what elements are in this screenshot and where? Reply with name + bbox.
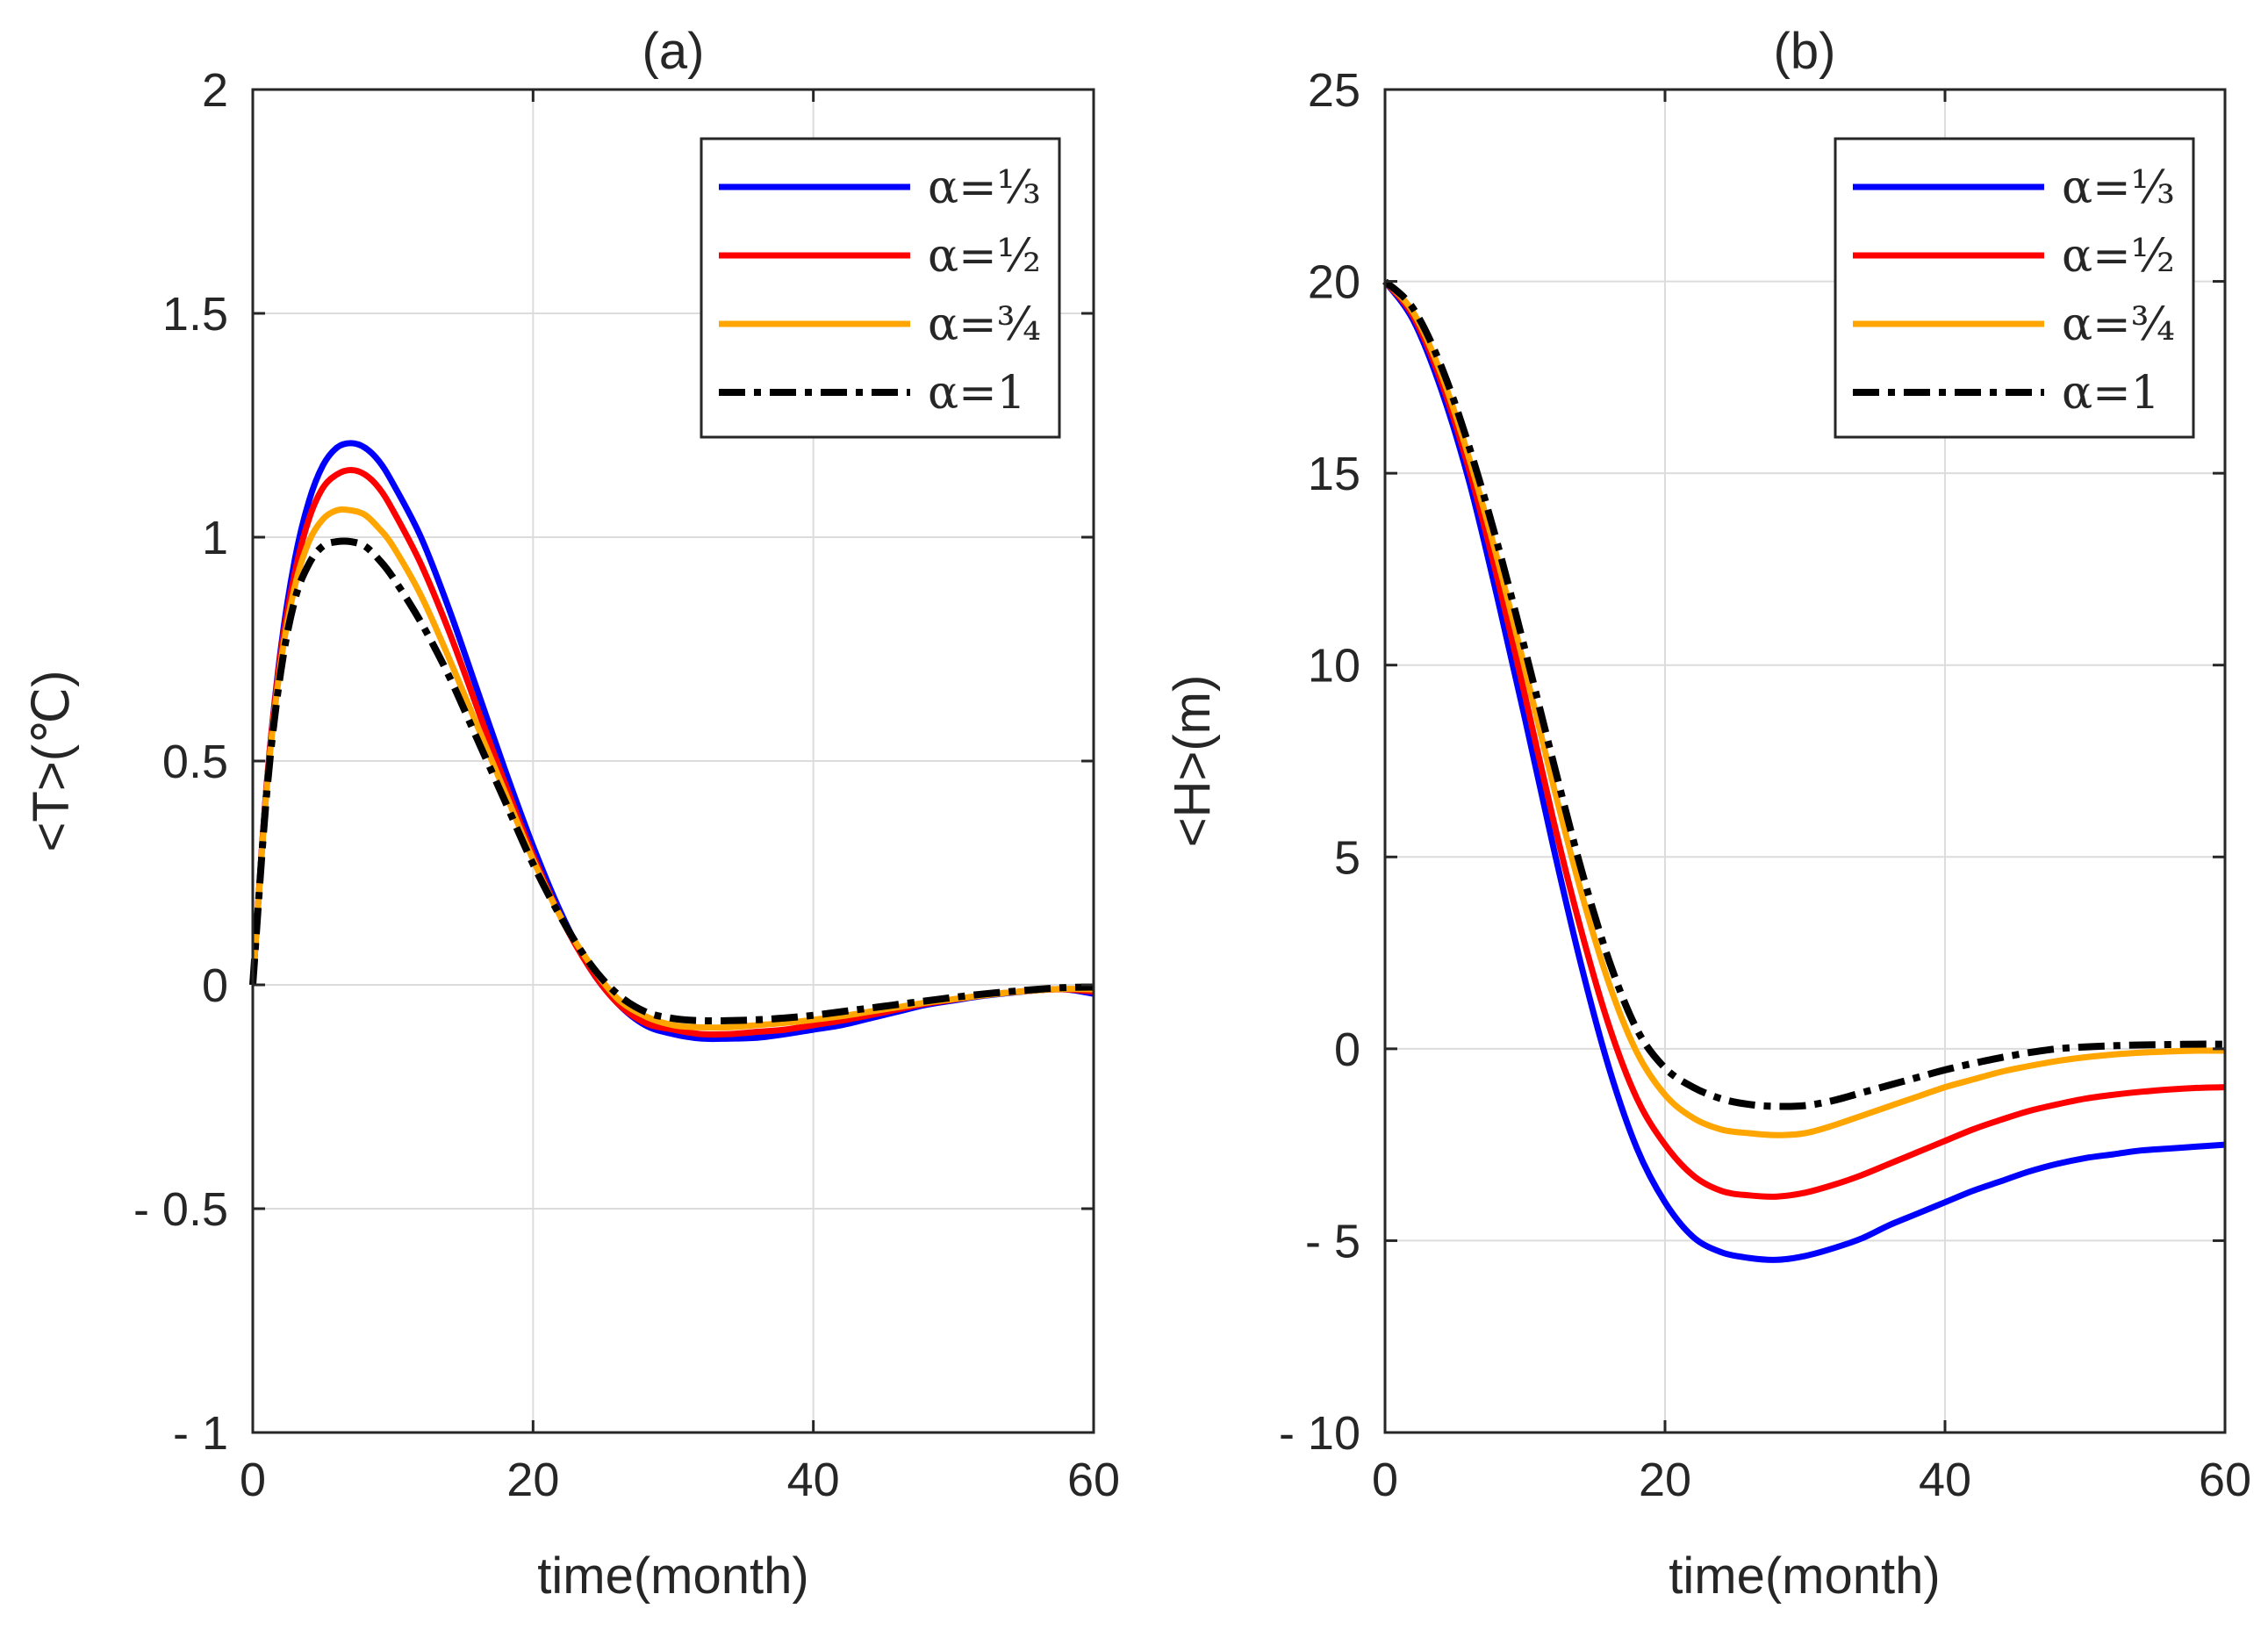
y-tick-label: 15 xyxy=(1308,448,1360,500)
series-line-2 xyxy=(1382,279,2226,1200)
y-tick-label: 1 xyxy=(202,512,228,564)
y-tick-label: - 1 xyxy=(173,1407,228,1460)
axes-box-b xyxy=(1383,88,2227,1434)
legend-label-1: α=⅓ xyxy=(2062,162,2175,214)
chart-title-b: (b) xyxy=(1774,23,1836,80)
legend-label-3: α=¾ xyxy=(928,298,1041,351)
x-tick-label: 60 xyxy=(1067,1454,1120,1506)
y-tick-label: 0 xyxy=(1334,1023,1360,1076)
legend-label-2: α=½ xyxy=(2062,230,2175,283)
y-ticks-b: - 10 - 5 0 5 10 15 20 25 xyxy=(1279,64,2225,1460)
legend-a: α=⅓ α=½ α=¾ α=1 xyxy=(700,137,1061,439)
panel-a: - 1 - 0.5 0 0.5 1 1.5 2 0 20 40 60 (a) time(month… xyxy=(23,23,1120,1605)
series-line-3 xyxy=(1382,279,2226,1138)
x-tick-label: 60 xyxy=(2199,1454,2251,1506)
y-tick-label: - 0.5 xyxy=(133,1183,228,1236)
legend-label-2: α=½ xyxy=(928,230,1041,283)
x-tick-label: 40 xyxy=(1919,1454,1971,1506)
legend-label-3: α=¾ xyxy=(2062,298,2175,351)
series-lines-a xyxy=(249,440,1095,1043)
x-tick-label: 20 xyxy=(1639,1454,1691,1506)
y-tick-label: 2 xyxy=(202,64,228,117)
panel-b: - 10 - 5 0 5 10 15 20 25 0 20 40 60 (b) time(month… xyxy=(1164,23,2251,1605)
legend-b: α=⅓ α=½ α=¾ α=1 xyxy=(1834,137,2195,439)
x-tick-label: 40 xyxy=(787,1454,840,1506)
y-tick-label: - 10 xyxy=(1279,1407,1360,1460)
legend-label-1: α=⅓ xyxy=(928,162,1041,214)
series-line-1 xyxy=(1382,279,2226,1263)
y-ticks-a: - 1 - 0.5 0 0.5 1 1.5 2 xyxy=(133,64,1094,1460)
x-tick-label: 20 xyxy=(506,1454,559,1506)
x-ticks-a: 0 20 40 60 xyxy=(240,90,1120,1506)
y-axis-label-b: <H>(m) xyxy=(1164,675,1221,848)
x-axis-label-a: time(month) xyxy=(537,1547,808,1605)
y-tick-label: 1.5 xyxy=(162,288,228,341)
y-tick-label: 5 xyxy=(1334,831,1360,884)
legend-label-4: α=1 xyxy=(2062,367,2160,420)
x-tick-label: 0 xyxy=(240,1454,266,1506)
x-axis-label-b: time(month) xyxy=(1669,1547,1940,1605)
x-ticks-b: 0 20 40 60 xyxy=(1372,90,2251,1506)
y-tick-label: 10 xyxy=(1308,640,1360,693)
y-tick-label: 0.5 xyxy=(162,736,228,788)
y-tick-label: 25 xyxy=(1308,64,1360,117)
series-lines-b xyxy=(1382,278,2226,1263)
chart-title-a: (a) xyxy=(642,23,705,80)
y-tick-label: 0 xyxy=(202,959,228,1012)
y-axis-label-a: <T>(℃) xyxy=(23,671,80,852)
x-tick-label: 0 xyxy=(1372,1454,1398,1506)
series-line-4 xyxy=(249,537,1095,1025)
legend-label-4: α=1 xyxy=(928,367,1026,420)
y-tick-label: 20 xyxy=(1308,256,1360,309)
y-tick-label: - 5 xyxy=(1305,1215,1360,1267)
